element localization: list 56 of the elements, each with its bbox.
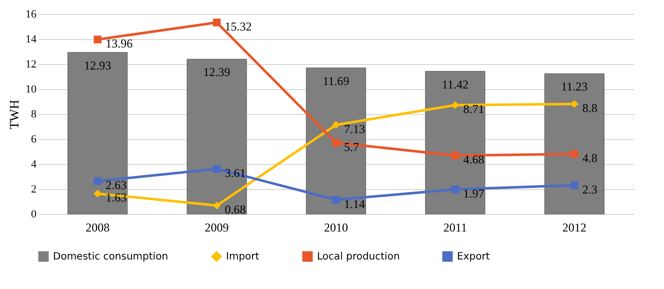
y-tick-label: 16 <box>26 8 37 20</box>
y-tick-label: 0 <box>31 208 37 220</box>
data-label: 11.69 <box>322 74 350 88</box>
point <box>94 190 102 198</box>
data-label: 8.8 <box>582 101 598 115</box>
y-tick-label: 8 <box>31 108 37 120</box>
point <box>570 150 578 158</box>
point <box>212 18 221 26</box>
point <box>451 186 460 194</box>
data-label: 8.71 <box>463 102 484 116</box>
bar <box>186 58 247 214</box>
y-tick-label: 2 <box>31 184 36 196</box>
bar <box>306 68 366 214</box>
data-label: 11.23 <box>561 80 588 94</box>
point <box>570 100 578 108</box>
data-label: 0.68 <box>224 202 246 216</box>
data-label: 4.8 <box>582 151 598 165</box>
y-tick-label: 6 <box>31 134 37 146</box>
x-tick-label: 2008 <box>86 220 110 234</box>
data-label: 1.97 <box>463 186 484 200</box>
y-tick-label: 4 <box>31 158 37 170</box>
data-label: 2.3 <box>582 182 598 196</box>
x-tick-label: 2011 <box>443 220 467 234</box>
x-tick-label: 2012 <box>562 220 586 234</box>
y-tick-label: 14 <box>26 34 37 46</box>
y-tick-label: 10 <box>26 84 37 96</box>
legend-label: Import <box>226 252 260 263</box>
data-label: 12.39 <box>203 65 230 80</box>
point <box>332 196 340 204</box>
point <box>332 138 340 147</box>
data-label: 15.32 <box>224 20 252 34</box>
data-label: 12.93 <box>84 58 112 72</box>
data-label: 13.96 <box>106 36 133 50</box>
x-tick-label: 2010 <box>324 220 348 234</box>
point <box>451 152 460 160</box>
point <box>332 121 340 129</box>
point <box>94 177 102 185</box>
data-label: 4.68 <box>463 152 484 166</box>
point <box>212 202 221 210</box>
point <box>570 181 578 190</box>
data-label: 3.61 <box>224 166 246 180</box>
point <box>94 36 102 44</box>
data-label: 7.13 <box>344 122 365 136</box>
y-axis-title: TWH <box>6 100 22 130</box>
point <box>212 165 221 173</box>
legend-label: Domestic consumption <box>53 252 168 263</box>
bar <box>68 52 128 214</box>
legend-label: Local production <box>317 252 400 263</box>
x-tick-label: 2009 <box>204 220 229 234</box>
data-label: 1.14 <box>344 196 365 211</box>
legend-label: Export <box>457 252 490 263</box>
bar <box>425 71 486 214</box>
data-label: 11.42 <box>442 77 468 92</box>
bar <box>544 73 604 214</box>
data-label: 2.63 <box>106 178 127 192</box>
y-tick-label: 12 <box>26 58 36 70</box>
